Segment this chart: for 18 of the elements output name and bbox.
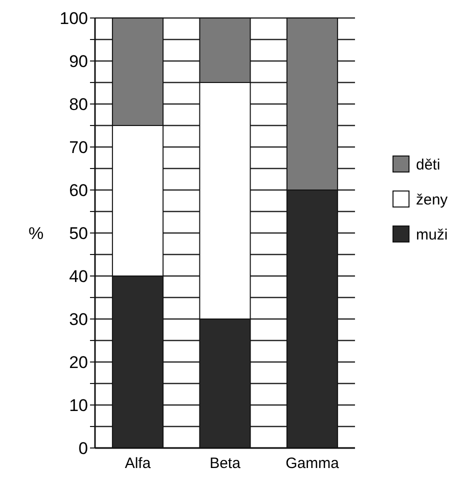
y-tick-label: 0 <box>78 438 88 458</box>
legend-label: muži <box>416 226 448 244</box>
x-tick-label: Gamma <box>286 455 340 472</box>
y-tick-label: 60 <box>69 180 88 200</box>
y-tick-label: 40 <box>69 266 88 286</box>
y-axis-title: % <box>28 224 44 243</box>
y-tick-label: 70 <box>69 138 88 157</box>
y-tick-label: 50 <box>69 224 88 243</box>
y-tick-label: 10 <box>69 396 88 415</box>
y-tick-label: 20 <box>69 352 88 372</box>
x-tick-label: Beta <box>210 455 242 472</box>
y-tick-label: 80 <box>69 94 88 114</box>
y-tick-label: 100 <box>60 8 88 28</box>
y-tick-label: 90 <box>69 52 88 71</box>
legend-label: ženy <box>416 191 448 208</box>
y-tick-label: 30 <box>69 310 88 329</box>
legend-label: děti <box>416 156 440 174</box>
x-tick-label: Alfa <box>124 455 152 472</box>
